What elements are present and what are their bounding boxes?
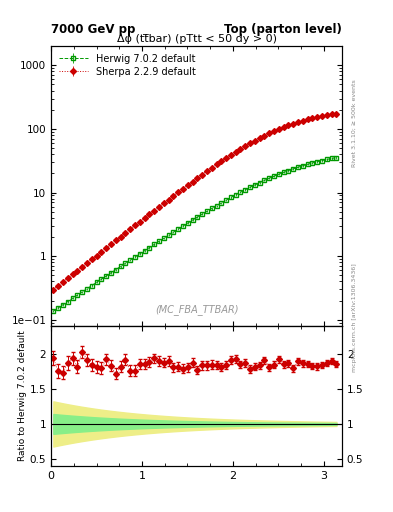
Text: mcplots.cern.ch [arXiv:1306.3436]: mcplots.cern.ch [arXiv:1306.3436]	[352, 263, 357, 372]
Text: (MC_FBA_TTBAR): (MC_FBA_TTBAR)	[155, 304, 238, 315]
Legend: Herwig 7.0.2 default, Sherpa 2.2.9 default: Herwig 7.0.2 default, Sherpa 2.2.9 defau…	[56, 51, 198, 80]
Text: 7000 GeV pp: 7000 GeV pp	[51, 23, 136, 36]
Text: Rivet 3.1.10; ≥ 500k events: Rivet 3.1.10; ≥ 500k events	[352, 79, 357, 167]
Title: Δφ (tt̅bar) (pTtt < 50 dy > 0): Δφ (tt̅bar) (pTtt < 50 dy > 0)	[116, 34, 277, 44]
Y-axis label: Ratio to Herwig 7.0.2 default: Ratio to Herwig 7.0.2 default	[18, 331, 27, 461]
Text: Top (parton level): Top (parton level)	[224, 23, 342, 36]
